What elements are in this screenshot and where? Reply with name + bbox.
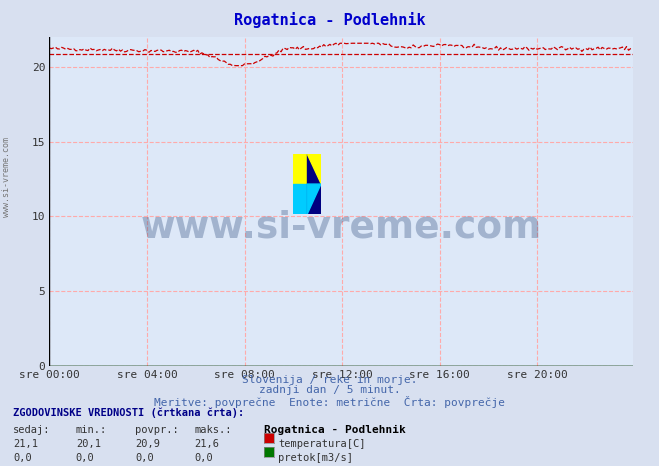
Text: 20,9: 20,9	[135, 439, 160, 449]
Text: 0,0: 0,0	[194, 453, 213, 463]
Text: 20,1: 20,1	[76, 439, 101, 449]
Text: 0,0: 0,0	[76, 453, 94, 463]
Polygon shape	[307, 184, 321, 214]
Text: min.:: min.:	[76, 425, 107, 434]
Text: 0,0: 0,0	[13, 453, 32, 463]
Text: 0,0: 0,0	[135, 453, 154, 463]
Text: Meritve: povprečne  Enote: metrične  Črta: povprečje: Meritve: povprečne Enote: metrične Črta:…	[154, 396, 505, 408]
Text: pretok[m3/s]: pretok[m3/s]	[278, 453, 353, 463]
Text: www.si-vreme.com: www.si-vreme.com	[140, 210, 542, 246]
Bar	[307, 154, 321, 214]
Text: maks.:: maks.:	[194, 425, 232, 434]
Text: temperatura[C]: temperatura[C]	[278, 439, 366, 449]
Text: Slovenija / reke in morje.: Slovenija / reke in morje.	[242, 375, 417, 385]
Bar	[293, 154, 307, 184]
Text: zadnji dan / 5 minut.: zadnji dan / 5 minut.	[258, 385, 401, 395]
Text: 21,1: 21,1	[13, 439, 38, 449]
Text: sedaj:: sedaj:	[13, 425, 51, 434]
Text: www.si-vreme.com: www.si-vreme.com	[2, 137, 11, 217]
Bar	[293, 184, 307, 214]
Text: ZGODOVINSKE VREDNOSTI (črtkana črta):: ZGODOVINSKE VREDNOSTI (črtkana črta):	[13, 408, 244, 418]
Text: 21,6: 21,6	[194, 439, 219, 449]
Text: Rogatnica - Podlehnik: Rogatnica - Podlehnik	[234, 12, 425, 27]
Polygon shape	[307, 154, 321, 184]
Text: povpr.:: povpr.:	[135, 425, 179, 434]
Text: Rogatnica - Podlehnik: Rogatnica - Podlehnik	[264, 425, 405, 435]
